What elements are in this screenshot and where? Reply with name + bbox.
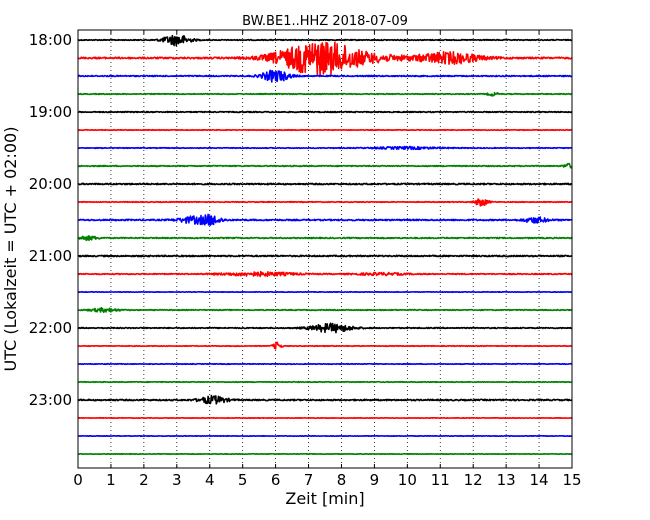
trace-1815 bbox=[77, 41, 573, 77]
trace-1800 bbox=[77, 34, 573, 47]
x-tick-label: 15 bbox=[562, 471, 581, 489]
x-axis-ticks: 0 1 2 3 4 5 6 7 8 9 10 11 12 13 14 15 bbox=[73, 30, 582, 489]
y-tick-label: 21:00 bbox=[29, 247, 72, 265]
trace-2215 bbox=[77, 341, 573, 350]
y-axis-label: UTC (Lokalzeit = UTC + 02:00) bbox=[1, 127, 20, 372]
trace-1945 bbox=[77, 162, 573, 169]
x-tick-label: 14 bbox=[530, 471, 549, 489]
trace-1915 bbox=[77, 128, 573, 132]
trace-2115 bbox=[77, 270, 573, 278]
trace-2200 bbox=[77, 322, 573, 334]
x-tick-label: 11 bbox=[431, 471, 450, 489]
x-tick-label: 2 bbox=[139, 471, 149, 489]
y-tick-label: 23:00 bbox=[29, 391, 72, 409]
y-tick-label: 20:00 bbox=[29, 175, 72, 193]
trace-2245 bbox=[77, 380, 573, 384]
x-axis-label: Zeit [min] bbox=[285, 489, 364, 508]
x-tick-label: 1 bbox=[106, 471, 116, 489]
trace-2045 bbox=[77, 235, 573, 242]
grid-lines bbox=[110, 30, 540, 468]
plot-frame bbox=[77, 29, 573, 469]
x-tick-label: 6 bbox=[271, 471, 281, 489]
x-tick-label: 13 bbox=[497, 471, 516, 489]
y-axis-ticks: 18:00 19:00 20:00 21:00 22:00 23:00 bbox=[29, 31, 572, 409]
x-tick-label: 0 bbox=[73, 471, 83, 489]
y-tick-label: 19:00 bbox=[29, 103, 72, 121]
trace-2130 bbox=[77, 290, 573, 294]
trace-2000 bbox=[77, 182, 573, 186]
trace-1845 bbox=[77, 91, 573, 97]
trace-2230 bbox=[77, 362, 573, 366]
x-tick-label: 12 bbox=[464, 471, 483, 489]
trace-2345 bbox=[77, 452, 573, 456]
trace-2015 bbox=[77, 198, 573, 207]
x-tick-label: 3 bbox=[172, 471, 182, 489]
x-tick-label: 9 bbox=[370, 471, 380, 489]
trace-2330 bbox=[77, 434, 573, 438]
x-tick-label: 10 bbox=[398, 471, 417, 489]
trace-2145 bbox=[77, 306, 573, 314]
trace-1900 bbox=[77, 110, 573, 114]
x-tick-label: 4 bbox=[205, 471, 215, 489]
x-tick-label: 8 bbox=[337, 471, 347, 489]
trace-2300 bbox=[77, 394, 573, 405]
trace-lines bbox=[77, 34, 573, 456]
x-tick-label: 5 bbox=[238, 471, 248, 489]
trace-2030 bbox=[77, 213, 573, 227]
trace-1830 bbox=[77, 69, 573, 83]
x-tick-label: 7 bbox=[304, 471, 314, 489]
y-tick-label: 18:00 bbox=[29, 31, 72, 49]
y-tick-label: 22:00 bbox=[29, 319, 72, 337]
chart-title: BW.BE1..HHZ 2018-07-09 bbox=[242, 14, 408, 29]
trace-2315 bbox=[77, 416, 573, 420]
trace-1930 bbox=[77, 145, 573, 151]
trace-2100 bbox=[77, 254, 573, 258]
